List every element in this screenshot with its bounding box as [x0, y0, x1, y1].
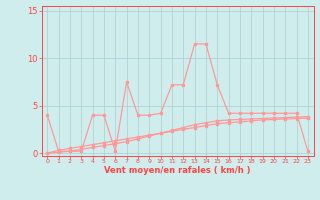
X-axis label: Vent moyen/en rafales ( km/h ): Vent moyen/en rafales ( km/h ) — [104, 166, 251, 175]
